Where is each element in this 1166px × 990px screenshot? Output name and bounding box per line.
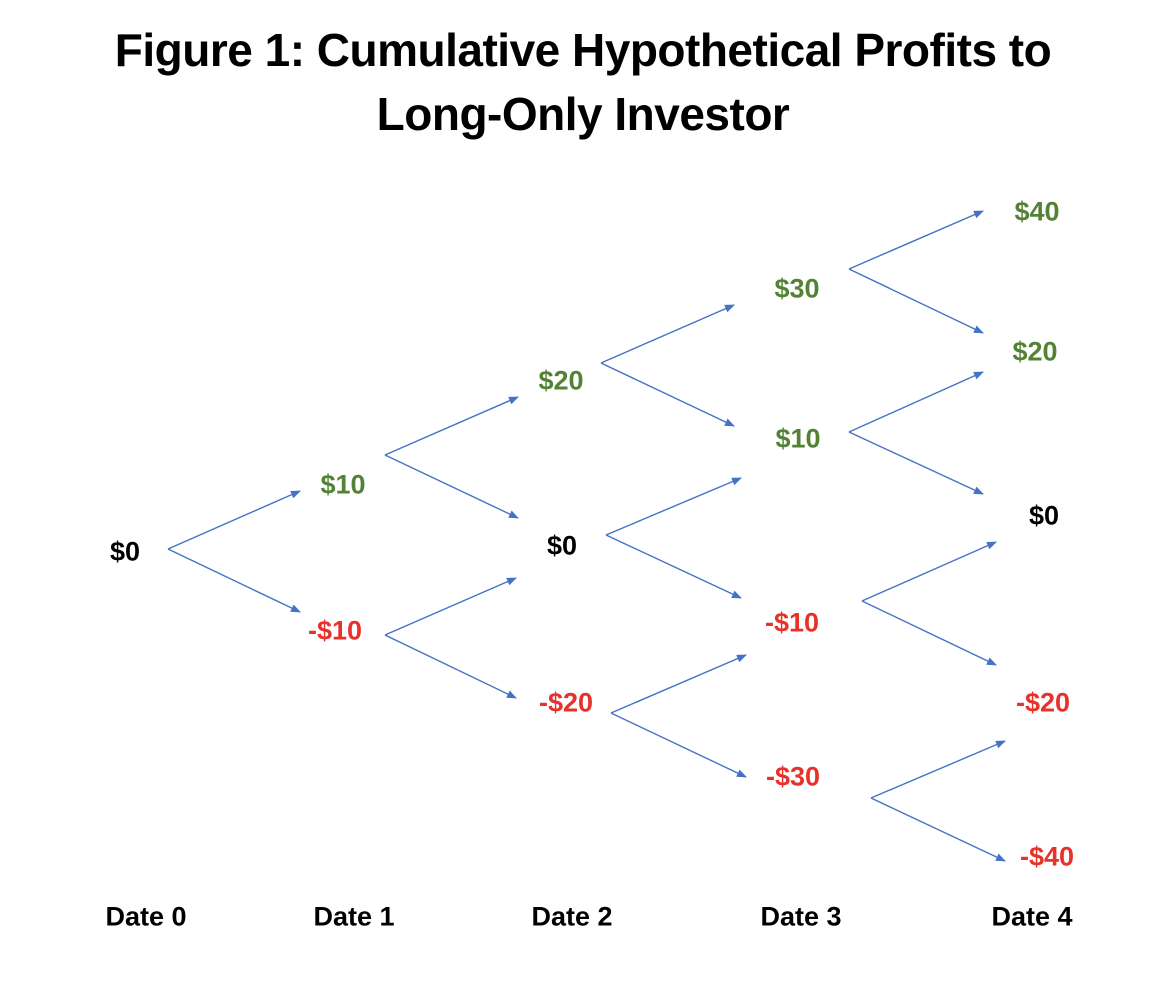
node-date3-0: $30 — [774, 273, 820, 304]
arrow-down — [600, 362, 735, 427]
arrow-down — [848, 268, 984, 334]
title-line-2: Long-Only Investor — [376, 88, 790, 140]
arrow-up — [384, 577, 517, 636]
node-date3-2: -$10 — [764, 607, 820, 638]
date-label-0: Date 0 — [105, 901, 187, 932]
node-date0-0: $0 — [109, 536, 141, 567]
arrow-down — [605, 534, 742, 599]
arrow-up — [870, 740, 1006, 799]
arrow-up — [610, 654, 747, 714]
arrow-up — [605, 477, 742, 536]
node-date2-mid: $0 — [546, 530, 578, 561]
arrow-up — [167, 490, 301, 550]
node-date1-up: $10 — [320, 469, 366, 500]
arrow-down — [848, 431, 984, 495]
arrow-up — [848, 371, 984, 433]
figure-title: Figure 1: Cumulative Hypothetical Profit… — [0, 18, 1166, 146]
arrow-down — [610, 712, 747, 778]
node-date3-3: -$30 — [765, 761, 821, 792]
arrow-down — [870, 797, 1006, 862]
title-line-1: Figure 1: Cumulative Hypothetical Profit… — [114, 24, 1052, 76]
date-label-4: Date 4 — [991, 901, 1073, 932]
node-date4-3: -$20 — [1015, 687, 1071, 718]
arrow-down — [167, 548, 301, 613]
arrow-down — [384, 454, 519, 519]
node-date1-down: -$10 — [307, 615, 363, 646]
node-date4-4: -$40 — [1019, 841, 1075, 872]
arrow-up — [600, 304, 735, 364]
node-date2-down: -$20 — [538, 687, 594, 718]
arrow-up — [384, 396, 519, 456]
date-label-3: Date 3 — [760, 901, 842, 932]
node-date3-1: $10 — [775, 423, 821, 454]
date-label-2: Date 2 — [531, 901, 613, 932]
node-date4-1: $20 — [1012, 336, 1058, 367]
node-date4-0: $40 — [1014, 196, 1060, 227]
arrow-down — [861, 600, 997, 666]
node-date2-up: $20 — [538, 365, 584, 396]
date-label-1: Date 1 — [313, 901, 395, 932]
arrow-down — [384, 634, 517, 699]
arrow-up — [861, 541, 997, 602]
node-date4-2: $0 — [1028, 500, 1060, 531]
arrow-up — [848, 210, 984, 270]
